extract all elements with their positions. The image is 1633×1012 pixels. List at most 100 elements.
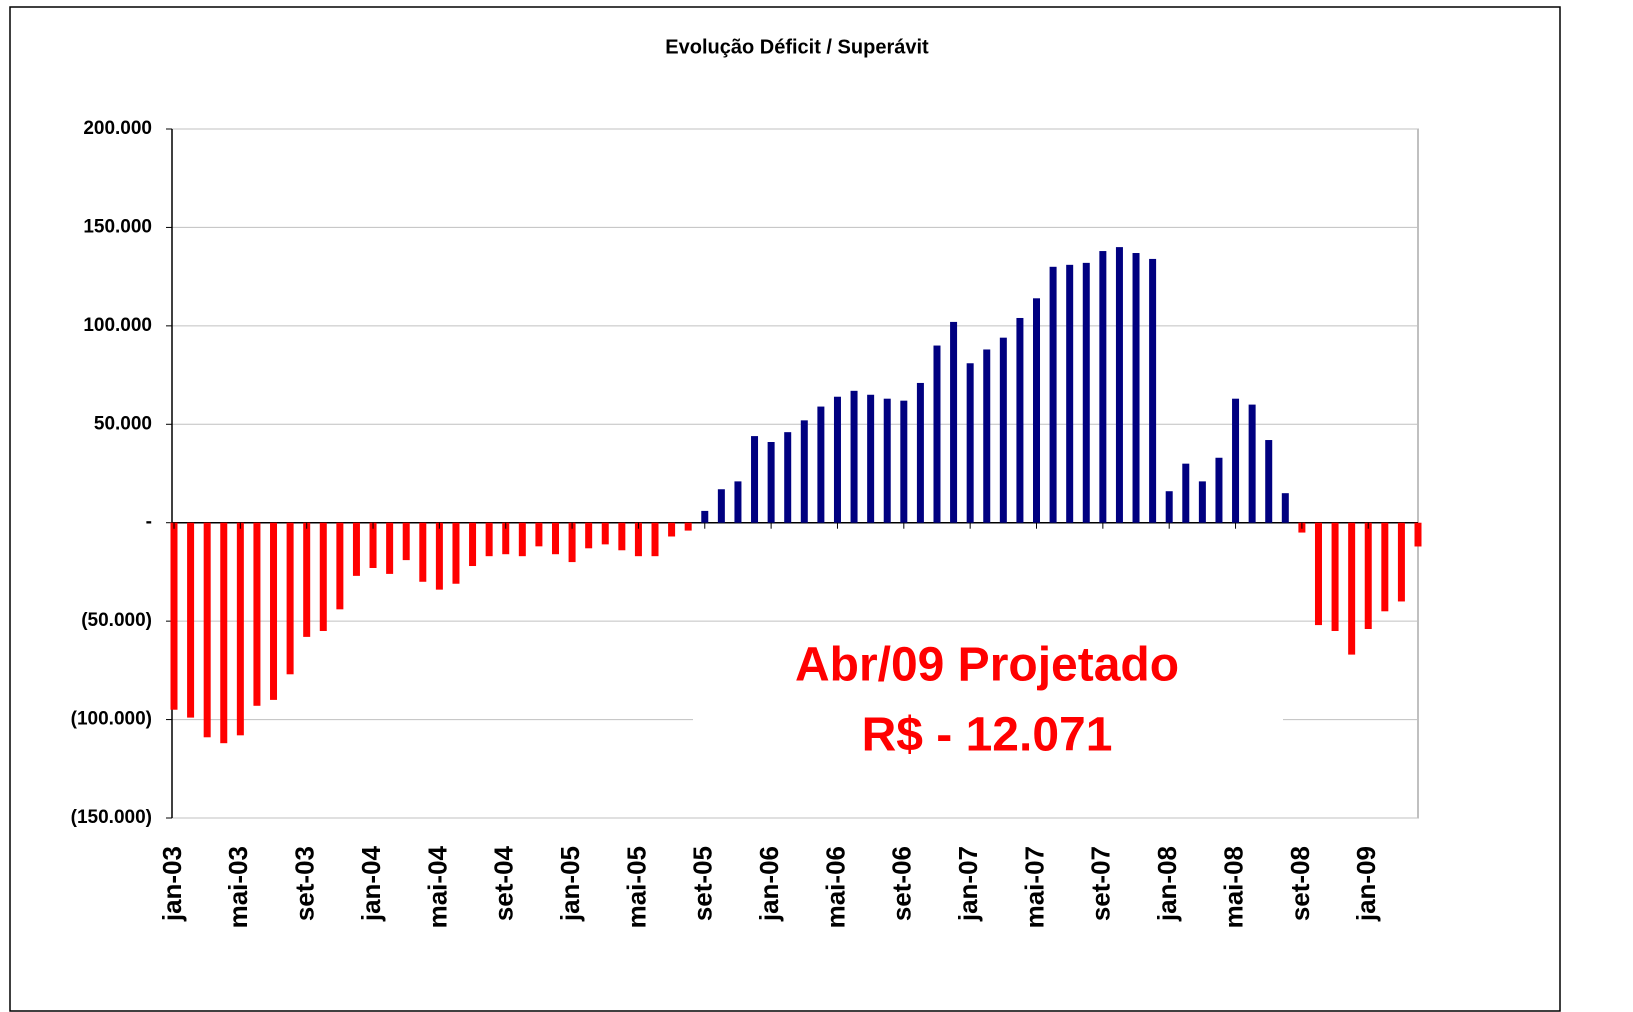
x-tick-label: mai-05 xyxy=(621,846,651,928)
bar xyxy=(1099,251,1107,523)
y-tick-label: 50.000 xyxy=(94,413,152,434)
bar xyxy=(1248,404,1256,523)
bar xyxy=(170,522,178,710)
bar xyxy=(1149,258,1157,523)
bar xyxy=(1198,481,1206,523)
bar xyxy=(518,522,526,557)
bar xyxy=(1364,522,1372,630)
bar xyxy=(551,522,559,555)
bar xyxy=(203,522,211,738)
bar xyxy=(585,522,593,549)
bar xyxy=(1232,398,1240,523)
bar xyxy=(435,522,443,590)
bar xyxy=(1348,522,1356,655)
annotation-box xyxy=(693,632,1283,762)
x-tick-label: set-07 xyxy=(1086,846,1116,921)
bar xyxy=(983,349,991,523)
bar xyxy=(950,321,958,523)
bar xyxy=(336,522,344,610)
bar xyxy=(1066,264,1074,523)
x-tick-label: set-06 xyxy=(887,846,917,921)
bar xyxy=(369,522,377,568)
bar xyxy=(1265,440,1273,523)
y-tick-label: (150.000) xyxy=(71,807,152,828)
bar xyxy=(916,382,924,523)
bar xyxy=(684,522,692,531)
bar xyxy=(352,522,360,576)
bar xyxy=(1049,266,1057,523)
bar xyxy=(1414,522,1422,547)
x-tick-label: mai-06 xyxy=(820,846,850,928)
bar xyxy=(601,522,609,545)
bar xyxy=(850,390,858,523)
bar xyxy=(485,522,493,557)
bar xyxy=(701,510,709,523)
y-tick-label: - xyxy=(146,512,152,533)
bar xyxy=(1381,522,1389,612)
x-tick-label: set-05 xyxy=(688,846,718,921)
y-tick-label: (100.000) xyxy=(71,709,152,730)
bar xyxy=(568,522,576,563)
x-tick-label: mai-03 xyxy=(223,846,253,928)
bar xyxy=(286,522,294,675)
bar xyxy=(253,522,261,706)
bar xyxy=(734,481,742,523)
bar xyxy=(883,398,891,523)
annotation: Abr/09 Projetado xyxy=(795,639,1179,692)
bar xyxy=(220,522,228,744)
x-tick-label: mai-08 xyxy=(1218,846,1248,928)
bar xyxy=(817,406,825,523)
x-tick-label: jan-07 xyxy=(953,846,983,922)
y-tick-label: 100.000 xyxy=(83,315,152,336)
bar xyxy=(668,522,676,537)
x-tick-label: jan-04 xyxy=(356,845,386,922)
bar xyxy=(452,522,460,584)
bar xyxy=(784,432,792,523)
bar xyxy=(1033,298,1041,523)
x-tick-label: jan-03 xyxy=(157,846,187,922)
y-tick-label: (50.000) xyxy=(81,610,152,631)
bar xyxy=(1082,262,1090,523)
bar xyxy=(1397,522,1405,602)
bar xyxy=(1016,317,1024,523)
bar xyxy=(634,522,642,557)
bar xyxy=(236,522,244,736)
bar xyxy=(270,522,278,700)
bar xyxy=(1281,493,1289,523)
bar xyxy=(767,442,775,523)
bar xyxy=(999,337,1007,523)
bar xyxy=(933,345,941,523)
bar xyxy=(402,522,410,561)
bar xyxy=(187,522,195,718)
bar xyxy=(469,522,477,567)
x-tick-label: set-08 xyxy=(1285,846,1315,921)
y-tick-label: 200.000 xyxy=(83,118,152,139)
x-tick-label: jan-08 xyxy=(1152,846,1182,922)
x-tick-label: mai-04 xyxy=(422,845,452,928)
x-tick-label: jan-05 xyxy=(555,846,585,922)
x-tick-label: jan-06 xyxy=(754,846,784,922)
chart-title: Evolução Déficit / Superávit xyxy=(665,36,929,58)
y-tick-label: 150.000 xyxy=(83,216,152,237)
bar xyxy=(502,522,510,555)
bar xyxy=(386,522,394,574)
bar xyxy=(833,396,841,523)
bar xyxy=(800,420,808,523)
bar xyxy=(303,522,311,637)
x-tick-label: set-04 xyxy=(489,845,519,921)
bar xyxy=(751,436,759,523)
bar xyxy=(1165,491,1173,523)
bar xyxy=(419,522,427,582)
bar xyxy=(319,522,327,631)
bar xyxy=(867,394,875,523)
bar xyxy=(966,363,974,523)
bar xyxy=(1314,522,1322,626)
bar xyxy=(1331,522,1339,631)
bar xyxy=(900,400,908,523)
x-tick-label: set-03 xyxy=(290,846,320,921)
annotation: R$ - 12.071 xyxy=(862,709,1113,762)
bar xyxy=(1182,463,1190,523)
x-tick-label: jan-09 xyxy=(1351,846,1381,922)
bar xyxy=(1215,457,1223,523)
